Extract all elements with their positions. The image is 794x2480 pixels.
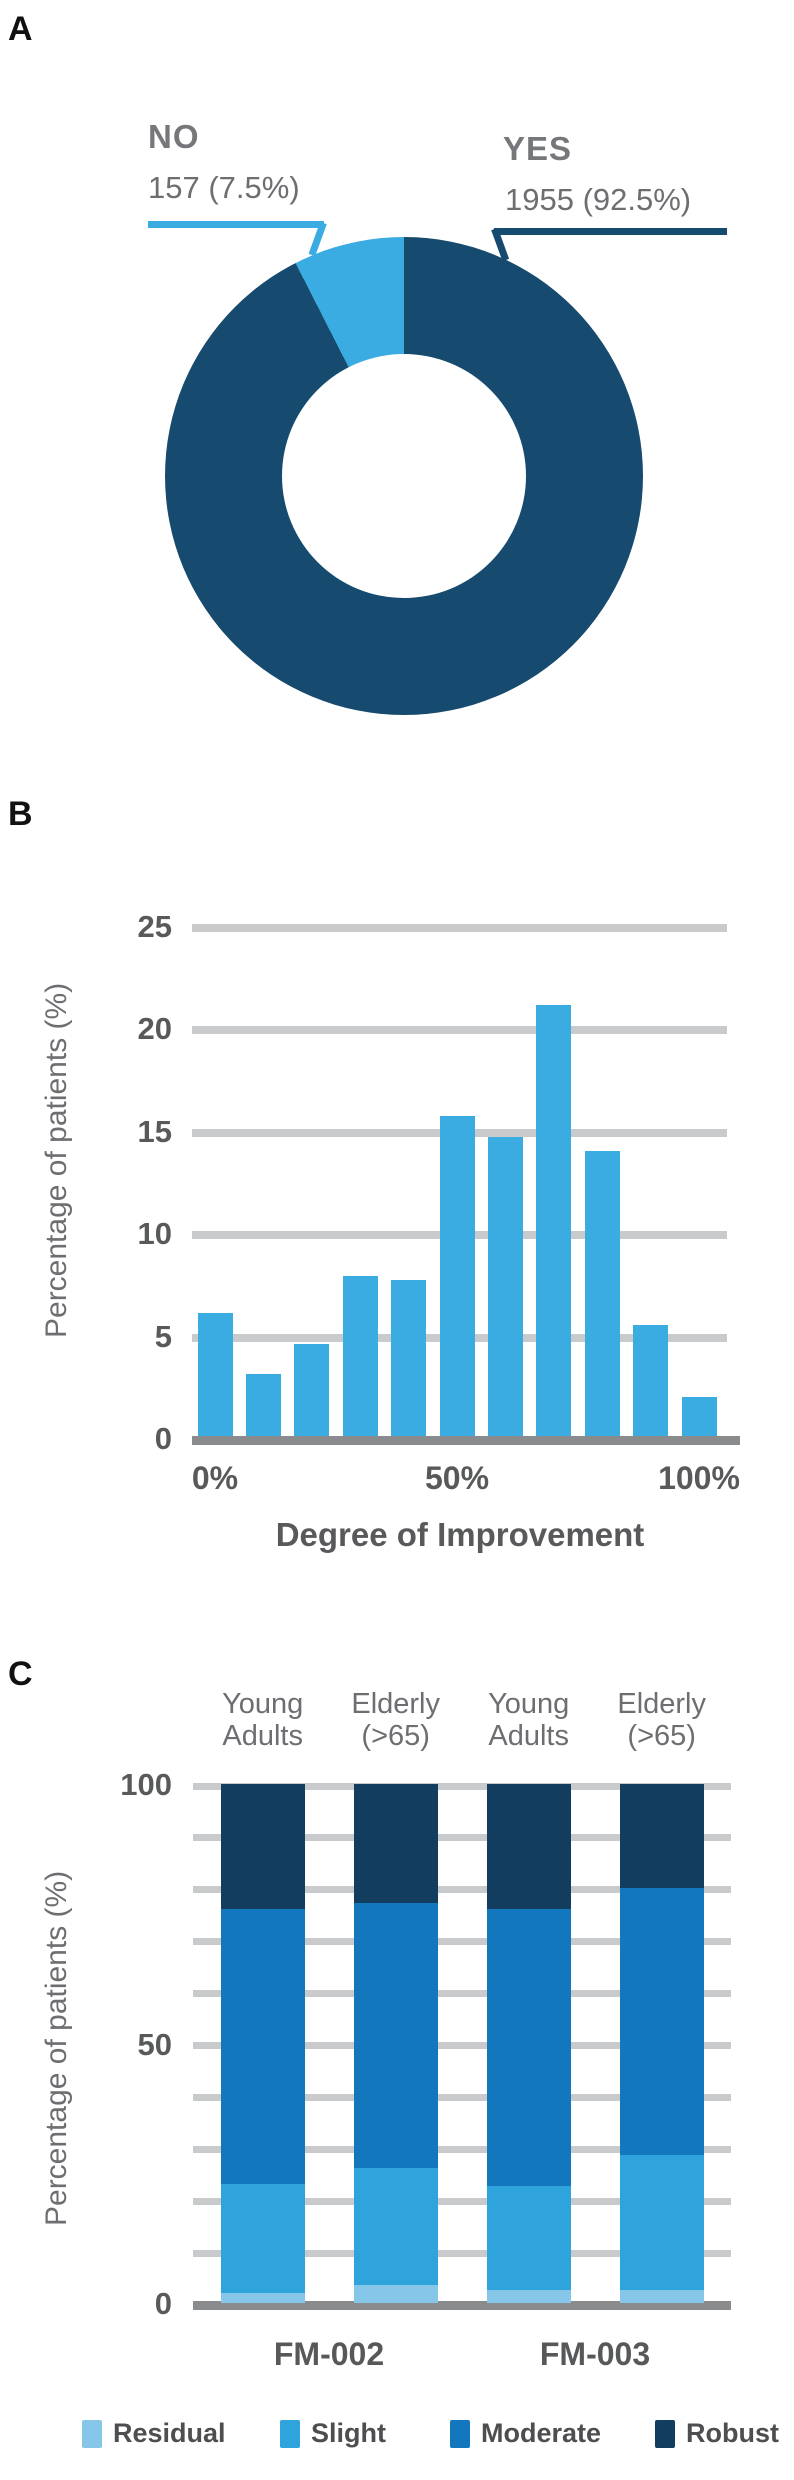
legend-swatch-moderate — [450, 2419, 470, 2448]
panel-b-y-axis-title: Percentage of patients (%) — [40, 982, 73, 1338]
legend-swatch-robust — [655, 2419, 675, 2448]
donut-no-label: NO — [148, 118, 200, 155]
panel-c-column-header-line: (>65) — [361, 1720, 430, 1752]
panel-c-column-header-line: Elderly — [617, 1688, 707, 1720]
panel-b-bar-chart — [192, 900, 740, 1445]
panel-c-bar-segment-residual — [353, 2284, 438, 2303]
panel-c-gridline — [193, 2249, 731, 2257]
panel-b-y-tick-label: 25 — [137, 908, 172, 944]
legend-label: Slight — [311, 2418, 386, 2448]
panel-c-gridline — [193, 1782, 731, 1790]
panel-c-y-axis-title: Percentage of patients (%) — [40, 1870, 73, 2226]
panel-c-column-header: Young Adults — [222, 1688, 303, 1752]
panel-c-column-header: Elderly (>65) — [351, 1688, 440, 1752]
panel-c-bar-segment-robust — [619, 1784, 704, 1888]
panel-b-bar-60% — [487, 1137, 523, 1436]
donut-no-value: 157 (7.5%) — [148, 170, 300, 205]
panel-b-x-tick-label: 0% — [191, 1460, 239, 1496]
chart-legend: Residual Slight Moderate Robust — [0, 2418, 794, 2458]
legend-swatch-slight — [280, 2419, 300, 2448]
panel-a-letter: A — [8, 10, 33, 48]
panel-c-group-label: FM-002 — [273, 2336, 385, 2372]
legend-label: Moderate — [481, 2418, 602, 2448]
panel-c-bar-segment-slight — [220, 2183, 305, 2293]
panel-c-column-header-line: (>65) — [627, 1720, 696, 1752]
panel-c-stacked-bar-chart — [193, 1775, 731, 2315]
panel-b-y-tick-label: 5 — [154, 1318, 172, 1354]
panel-c-column-header-line: Young — [222, 1688, 304, 1720]
panel-b-bar-70% — [536, 1005, 572, 1436]
panel-c-bar-segment-robust — [353, 1784, 438, 1904]
panel-c-gridline — [193, 1834, 731, 1842]
legend-item-moderate: Moderate — [450, 2418, 601, 2449]
panel-c-gridline — [193, 1886, 731, 1894]
panel-c-gridline — [193, 2093, 731, 2101]
legend-swatch-residual — [82, 2419, 102, 2448]
panel-c-y-tick-label: 50 — [137, 2026, 172, 2062]
donut-yes-value: 1955 (92.5%) — [505, 182, 692, 217]
panel-b-bar-10% — [245, 1374, 281, 1436]
legend-label: Robust — [686, 2418, 779, 2448]
panel-c-column-header: Young Adults — [488, 1688, 569, 1752]
panel-c-gridline — [193, 2042, 731, 2049]
panel-c-bar-segment-robust — [220, 1784, 305, 1909]
donut-no-callout-line — [148, 221, 324, 228]
panel-c-column-header-line: Adults — [488, 1720, 569, 1752]
panel-b-gridline — [192, 1026, 727, 1034]
panel-c-letter: C — [8, 1655, 33, 1693]
panel-c-bar-segment-slight — [353, 2168, 438, 2285]
panel-c-group-label: FM-003 — [539, 2336, 651, 2372]
panel-b-bar-0% — [197, 1313, 233, 1436]
panel-c-gridline — [193, 1990, 731, 1998]
panel-b-y-tick-label: 20 — [137, 1011, 172, 1046]
panel-c-column-header: Elderly (>65) — [617, 1688, 706, 1752]
panel-c-bar-segment-moderate — [619, 1887, 704, 2156]
panel-c-bar-segment-moderate — [486, 1908, 571, 2187]
legend-label: Residual — [113, 2418, 226, 2448]
panel-c-gridline — [193, 2197, 731, 2205]
legend-item-residual: Residual — [82, 2418, 226, 2449]
panel-b-x-axis-line — [192, 1436, 740, 1445]
panel-c-gridline — [193, 1938, 731, 1946]
panel-b-bar-20% — [294, 1344, 330, 1436]
panel-b-y-tick-label: 10 — [137, 1216, 172, 1251]
panel-c-column-header-line: Adults — [222, 1720, 303, 1752]
panel-c-bar-segment-moderate — [353, 1903, 438, 2169]
panel-b-bar-40% — [391, 1280, 427, 1436]
panel-b-y-tick-label: 15 — [137, 1113, 172, 1149]
panel-c-bar-segment-residual — [220, 2292, 305, 2303]
panel-c-bar-segment-slight — [486, 2186, 571, 2291]
panel-b-x-tick-label: 50% — [424, 1460, 490, 1496]
panel-c-y-tick-label: 100 — [120, 1767, 172, 1802]
panel-c-bar-segment-residual — [486, 2290, 571, 2303]
donut-yes-label: YES — [503, 130, 573, 167]
panel-b-bar-100% — [681, 1397, 717, 1436]
panel-c-bar-segment-slight — [619, 2155, 704, 2291]
panel-b-y-tick-label: 0 — [154, 1421, 172, 1456]
panel-b-bar-30% — [342, 1276, 378, 1436]
panel-c-column-header-line: Young — [488, 1688, 570, 1720]
donut-hole — [282, 354, 526, 598]
panel-b-gridline — [192, 923, 727, 932]
legend-item-slight: Slight — [280, 2418, 386, 2449]
panel-b-x-axis-title: Degree of Improvement — [275, 1516, 645, 1553]
panel-b-x-tick-label: 100% — [658, 1460, 740, 1496]
legend-item-robust: Robust — [655, 2418, 779, 2449]
panel-c-gridline — [193, 2145, 731, 2153]
panel-b-bar-90% — [633, 1325, 669, 1436]
panel-b-bar-50% — [439, 1116, 475, 1436]
panel-c-x-axis-line — [193, 2301, 731, 2310]
panel-c-bar-segment-residual — [619, 2290, 704, 2303]
donut-yes-callout-line — [494, 228, 727, 235]
panel-b-bar-80% — [584, 1151, 620, 1436]
panel-c-bar-segment-moderate — [220, 1908, 305, 2184]
panel-b-letter: B — [8, 795, 33, 833]
panel-c-column-header-line: Elderly — [351, 1688, 441, 1720]
panel-c-y-tick-label: 0 — [154, 2286, 172, 2321]
panel-c-bar-segment-robust — [486, 1784, 571, 1909]
